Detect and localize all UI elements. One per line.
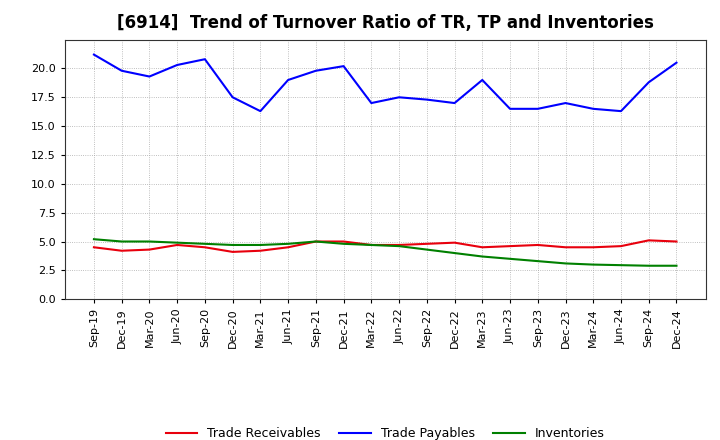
Inventories bbox=[534, 258, 542, 264]
Trade Receivables bbox=[672, 239, 681, 244]
Trade Receivables bbox=[89, 245, 98, 250]
Inventories bbox=[505, 256, 514, 261]
Trade Receivables bbox=[395, 242, 403, 248]
Trade Payables bbox=[616, 109, 625, 114]
Inventories bbox=[423, 247, 431, 252]
Trade Payables bbox=[589, 106, 598, 111]
Inventories bbox=[478, 254, 487, 259]
Trade Receivables bbox=[478, 245, 487, 250]
Trade Receivables bbox=[616, 243, 625, 249]
Inventories bbox=[367, 242, 376, 248]
Trade Payables bbox=[534, 106, 542, 111]
Trade Payables bbox=[395, 95, 403, 100]
Trade Payables bbox=[201, 57, 210, 62]
Inventories bbox=[450, 250, 459, 256]
Inventories bbox=[339, 241, 348, 246]
Inventories bbox=[173, 240, 181, 246]
Trade Receivables bbox=[312, 239, 320, 244]
Trade Payables bbox=[89, 52, 98, 57]
Trade Receivables bbox=[256, 248, 265, 253]
Inventories bbox=[395, 243, 403, 249]
Trade Payables bbox=[561, 100, 570, 106]
Trade Payables bbox=[423, 97, 431, 102]
Inventories bbox=[312, 239, 320, 244]
Line: Inventories: Inventories bbox=[94, 239, 677, 266]
Trade Receivables bbox=[534, 242, 542, 248]
Trade Payables bbox=[256, 109, 265, 114]
Trade Payables bbox=[228, 95, 237, 100]
Trade Receivables bbox=[145, 247, 154, 252]
Trade Receivables bbox=[561, 245, 570, 250]
Trade Payables bbox=[145, 74, 154, 79]
Trade Receivables bbox=[450, 240, 459, 246]
Trade Payables bbox=[644, 80, 653, 85]
Inventories bbox=[201, 241, 210, 246]
Line: Trade Receivables: Trade Receivables bbox=[94, 240, 677, 252]
Trade Payables bbox=[312, 68, 320, 73]
Inventories bbox=[644, 263, 653, 268]
Line: Trade Payables: Trade Payables bbox=[94, 55, 677, 111]
Title: [6914]  Trend of Turnover Ratio of TR, TP and Inventories: [6914] Trend of Turnover Ratio of TR, TP… bbox=[117, 15, 654, 33]
Inventories bbox=[561, 261, 570, 266]
Inventories bbox=[616, 263, 625, 268]
Trade Receivables bbox=[284, 245, 292, 250]
Trade Payables bbox=[367, 100, 376, 106]
Inventories bbox=[89, 237, 98, 242]
Trade Payables bbox=[173, 62, 181, 68]
Inventories bbox=[589, 262, 598, 267]
Trade Receivables bbox=[644, 238, 653, 243]
Legend: Trade Receivables, Trade Payables, Inventories: Trade Receivables, Trade Payables, Inven… bbox=[161, 422, 610, 440]
Inventories bbox=[145, 239, 154, 244]
Inventories bbox=[117, 239, 126, 244]
Trade Receivables bbox=[423, 241, 431, 246]
Trade Payables bbox=[117, 68, 126, 73]
Trade Payables bbox=[505, 106, 514, 111]
Trade Receivables bbox=[367, 242, 376, 248]
Trade Payables bbox=[339, 63, 348, 69]
Inventories bbox=[284, 241, 292, 246]
Trade Receivables bbox=[339, 239, 348, 244]
Trade Receivables bbox=[589, 245, 598, 250]
Trade Payables bbox=[672, 60, 681, 65]
Trade Receivables bbox=[173, 242, 181, 248]
Trade Receivables bbox=[117, 248, 126, 253]
Trade Receivables bbox=[505, 243, 514, 249]
Inventories bbox=[256, 242, 265, 248]
Inventories bbox=[672, 263, 681, 268]
Trade Payables bbox=[478, 77, 487, 83]
Trade Payables bbox=[284, 77, 292, 83]
Trade Payables bbox=[450, 100, 459, 106]
Trade Receivables bbox=[201, 245, 210, 250]
Trade Receivables bbox=[228, 249, 237, 254]
Inventories bbox=[228, 242, 237, 248]
